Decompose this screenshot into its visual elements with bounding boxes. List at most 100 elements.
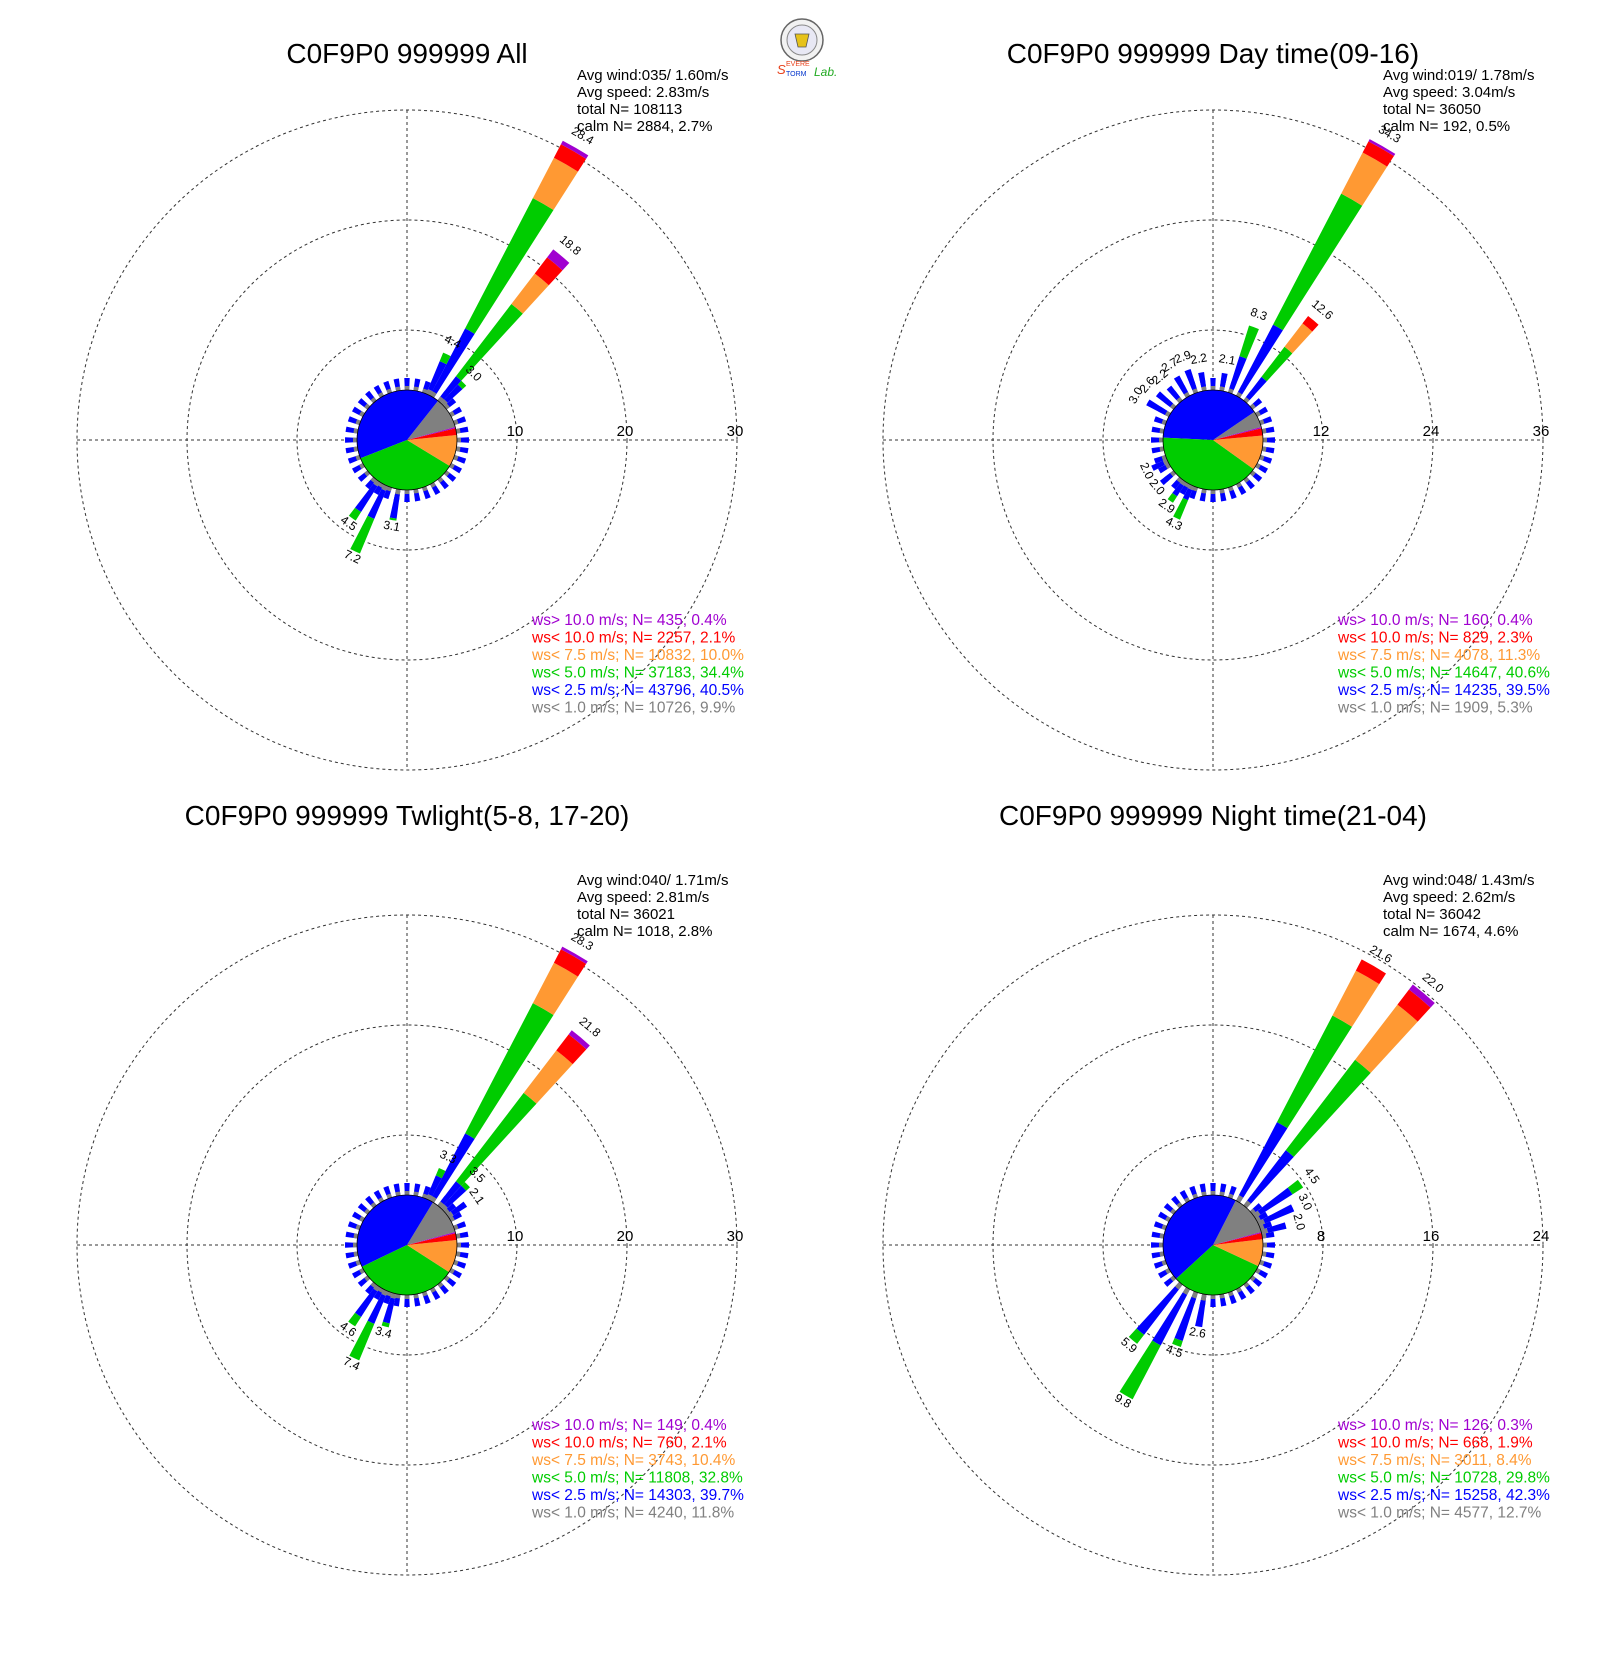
ring-tick-label: 20 [617, 1228, 634, 1245]
ring-tick-label: 24 [1423, 423, 1440, 440]
petal-segment [1128, 1328, 1145, 1344]
direction-bar-calm [1159, 437, 1164, 443]
petal-segment [395, 488, 401, 495]
petal-segment [1173, 497, 1189, 520]
petal-segment [428, 361, 447, 392]
petal-segment [428, 1175, 442, 1197]
petal-segment [1332, 970, 1380, 1027]
petal-segment [1236, 1195, 1244, 1203]
direction-bar-calm [404, 1191, 410, 1196]
petal-label: 2.0 [1137, 460, 1157, 481]
petal-segment [1409, 984, 1435, 1008]
petal-segment [1243, 1200, 1252, 1209]
svg-text:Lab.: Lab. [814, 65, 837, 79]
petal-label: 4.5 [1164, 1342, 1185, 1361]
petal-segment [432, 328, 475, 394]
speed-pie-slice [407, 427, 456, 440]
legend-entry: ws< 5.0 m/s; N= 37183, 34.4% [531, 665, 744, 682]
direction-bar-calm [1159, 428, 1165, 434]
petal-segment [1195, 1299, 1206, 1328]
petal-segment [389, 493, 400, 519]
petal-segment [1355, 1004, 1418, 1073]
stat-line: calm N= 2884, 2.7% [577, 118, 713, 135]
petal-segment [465, 198, 554, 334]
legend-entry: ws> 10.0 m/s; N= 149, 0.4% [531, 1417, 727, 1434]
panel-title: C0F9P0 999999 All [286, 38, 527, 69]
speed-pie-slice [361, 1245, 450, 1295]
severe-storm-lab-logo: S EVERE TORM Lab. [777, 18, 837, 79]
petal-segment [1219, 386, 1225, 392]
direction-bar-calm [413, 488, 419, 494]
petal-segment [1246, 376, 1267, 401]
petal-segment [1262, 1204, 1295, 1224]
direction-bar-calm [443, 1208, 450, 1215]
petal-segment [440, 1181, 462, 1205]
petal-label: 3.3 [438, 1147, 459, 1167]
petal-segment [553, 949, 587, 977]
petal-segment [1397, 989, 1431, 1022]
petal-segment [1287, 1179, 1304, 1195]
petal-segment [523, 1050, 573, 1104]
petal-label: 4.4 [442, 332, 463, 352]
direction-bar-calm [353, 446, 359, 452]
petal-segment [426, 389, 433, 396]
speed-pie-slice [1213, 1200, 1262, 1245]
direction-bar-calm [413, 1293, 419, 1299]
petal-segment [1368, 139, 1396, 157]
direction-bar-calm [1170, 1208, 1177, 1215]
petal-segment [534, 257, 563, 286]
legend-entry: ws< 5.0 m/s; N= 10728, 29.8% [1337, 1470, 1550, 1487]
legend-entry: ws< 7.5 m/s; N= 3743, 10.4% [531, 1452, 736, 1469]
petal-segment [1276, 1015, 1353, 1129]
svg-text:S: S [777, 62, 786, 77]
petal-segment [1184, 368, 1197, 390]
petal-label: 2.6 [1188, 1324, 1207, 1341]
petal-segment [1182, 1287, 1190, 1295]
legend-entry: ws< 2.5 m/s; N= 15258, 42.3% [1337, 1487, 1550, 1504]
direction-bar-calm [1170, 1275, 1177, 1282]
petal-segment [532, 962, 578, 1016]
legend-entry: ws< 10.0 m/s; N= 829, 2.3% [1337, 630, 1533, 647]
direction-bar-calm [456, 437, 462, 443]
windrose-panel-daytime: C0F9P0 999999 Day time(09-16)12 24 3634.31… [882, 38, 1550, 771]
petal-label: 21.6 [1367, 942, 1395, 966]
petal-label: 12.6 [1309, 297, 1336, 323]
speed-pie-slice [1162, 437, 1254, 491]
direction-bar-calm [395, 1191, 401, 1197]
direction-bar-calm [1219, 488, 1225, 494]
petal-label: 2.2 [1189, 350, 1208, 367]
ring-tick-label: 10 [507, 423, 524, 440]
petal-segment [455, 303, 523, 381]
speed-pie-slice [1213, 1233, 1263, 1245]
legend-entry: ws< 1.0 m/s; N= 10726, 9.9% [531, 700, 736, 717]
direction-bar-calm [437, 476, 444, 483]
petal-segment [450, 1201, 468, 1216]
direction-bar-calm [1261, 1233, 1267, 1239]
stat-line: Avg wind:035/ 1.60m/s [577, 67, 728, 84]
petal-segment [1341, 152, 1388, 206]
speed-pie-slice [360, 440, 450, 490]
direction-bar-calm [1261, 428, 1267, 434]
ring-tick-label: 30 [727, 1228, 744, 1245]
legend-entry: ws< 7.5 m/s; N= 3011, 8.4% [1337, 1452, 1532, 1469]
petal-segment [1136, 1286, 1179, 1335]
petal-segment [444, 384, 463, 403]
petal-segment [560, 140, 589, 159]
direction-bar-calm [370, 1281, 377, 1288]
speed-pie-slice [356, 389, 439, 459]
stat-line: Avg speed: 2.81m/s [577, 889, 709, 906]
petal-segment [1172, 1337, 1183, 1347]
direction-bar-calm [1210, 1191, 1216, 1196]
svg-text:EVERE: EVERE [786, 61, 810, 68]
legend-entry: ws< 7.5 m/s; N= 10832, 10.0% [531, 647, 744, 664]
petal-segment [1285, 1059, 1371, 1157]
legend-entry: ws< 1.0 m/s; N= 4577, 12.7% [1337, 1505, 1542, 1522]
speed-pie-slice [407, 1233, 457, 1245]
direction-bar-calm [404, 1294, 410, 1299]
petal-segment [1243, 396, 1250, 404]
direction-bar-calm [353, 1233, 359, 1239]
petal-label: 7.4 [341, 1354, 362, 1374]
petal-segment [1159, 473, 1174, 486]
direction-bar-calm [455, 1233, 461, 1239]
